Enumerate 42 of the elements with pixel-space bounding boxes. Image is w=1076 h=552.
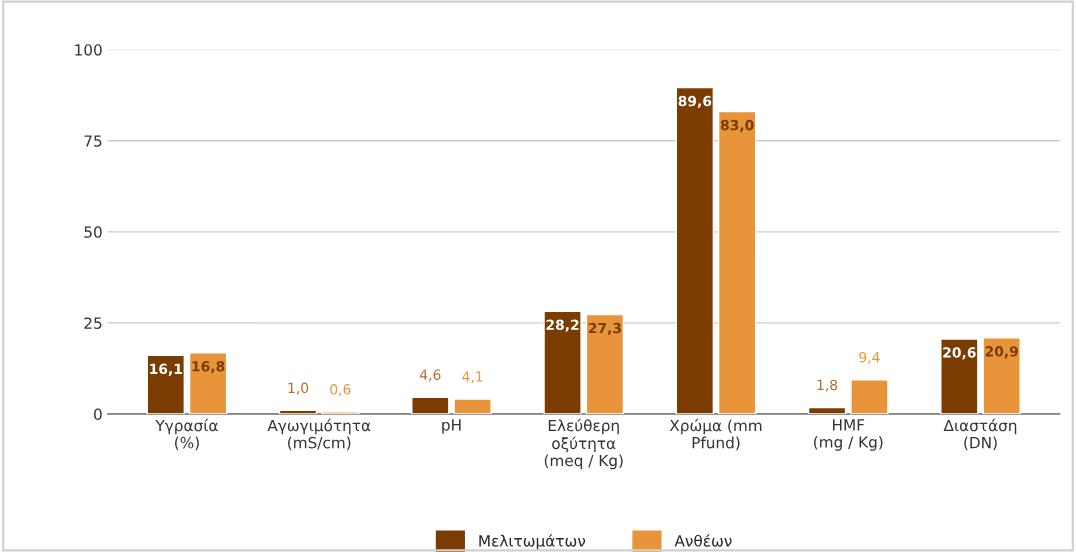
data-label: 16,1 <box>150 363 182 376</box>
data-label: 89,6 <box>678 95 712 109</box>
data-label: 4,6 <box>419 369 441 382</box>
x-tick-label: HMF (mg / Kg) <box>814 419 883 451</box>
bar <box>585 313 625 414</box>
bar <box>146 354 186 414</box>
bar <box>321 411 360 414</box>
data-label: 20,9 <box>985 346 1018 359</box>
bar <box>453 398 492 414</box>
x-tick-label: Χρώμα (mm Pfund) <box>669 418 762 451</box>
bar <box>940 338 979 414</box>
x-tick-label: Διαστάση (DN) <box>943 418 1017 451</box>
bar <box>543 310 582 414</box>
y-tick-label: 75 <box>84 135 102 147</box>
data-label: 83,0 <box>720 119 754 133</box>
bar <box>807 406 847 414</box>
data-label: 27,3 <box>588 322 621 336</box>
x-tick-label: Αγωγιμότητα (mS/cm) <box>267 418 371 451</box>
x-tick-label: Υγρασία (%) <box>155 418 218 451</box>
data-label: 28,2 <box>546 319 579 332</box>
data-label: 0,6 <box>330 384 351 396</box>
y-tick-label: 50 <box>84 226 102 238</box>
data-label: 9,4 <box>859 351 880 364</box>
x-tick-label: pH <box>442 419 461 434</box>
bar <box>717 110 757 414</box>
x-tick-label: Ελεύθερη οξύτητα (meq / Kg) <box>544 418 623 470</box>
data-label: 1,0 <box>288 382 309 395</box>
data-label: 16,8 <box>192 361 225 374</box>
y-tick-label: 25 <box>84 317 102 329</box>
data-label: 20,6 <box>943 347 976 360</box>
y-tick-label: 0 <box>94 408 102 421</box>
bar <box>188 352 228 414</box>
legend-label: Μελιτωμάτων <box>479 534 586 550</box>
bar <box>675 86 715 414</box>
bar <box>411 396 450 414</box>
data-label: 1,8 <box>817 379 838 392</box>
y-tick-label: 100 <box>75 44 102 56</box>
bar <box>278 409 318 414</box>
bar <box>982 337 1021 414</box>
data-label: 4,1 <box>462 371 483 384</box>
bar <box>850 379 889 414</box>
legend-label: Ανθέων <box>674 534 732 547</box>
